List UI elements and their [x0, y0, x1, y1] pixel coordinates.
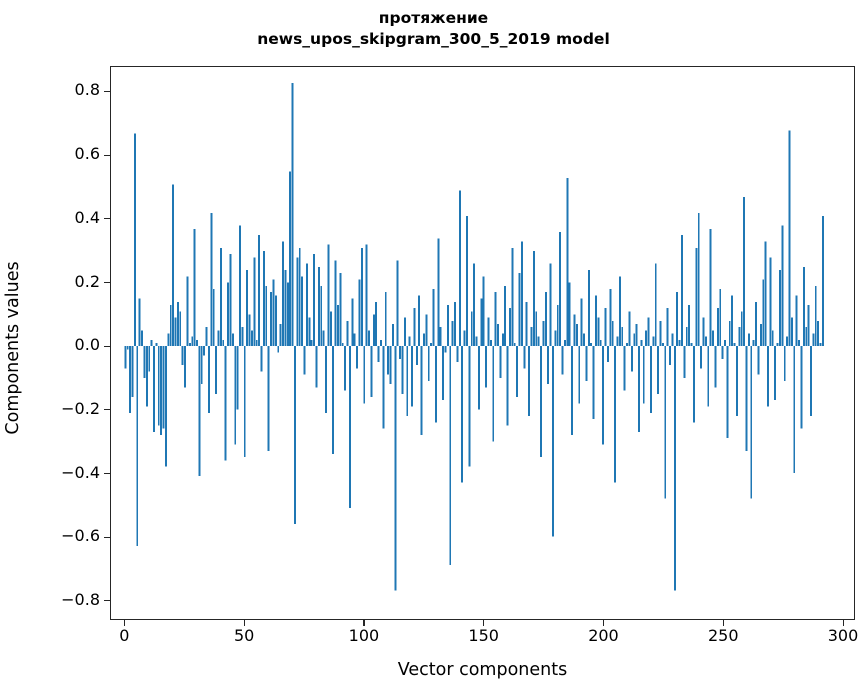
- x-tick-label: 200: [588, 626, 619, 645]
- bar-series: [124, 82, 824, 591]
- y-tick-label: −0.8: [61, 589, 100, 609]
- y-tick-mark: [104, 600, 110, 602]
- chart-title-line1: протяжение: [378, 9, 489, 27]
- x-tick-mark: [483, 620, 485, 626]
- y-tick-label: 0.6: [74, 144, 100, 164]
- x-tick-label: 0: [119, 626, 130, 645]
- bar-path: [124, 82, 824, 591]
- x-tick-mark: [722, 620, 724, 626]
- y-tick-label: 0.0: [74, 335, 100, 355]
- x-tick-label: 100: [348, 626, 380, 645]
- x-tick-mark: [363, 620, 365, 626]
- x-tick-mark: [243, 620, 245, 626]
- y-tick-mark: [104, 218, 110, 220]
- chart-title-line2: news_upos_skipgram_300_5_2019 model: [257, 30, 610, 48]
- y-tick-label: −0.2: [61, 398, 100, 418]
- chart-title: протяжение news_upos_skipgram_300_5_2019…: [0, 8, 867, 50]
- x-tick-mark: [123, 620, 125, 626]
- y-tick-mark: [104, 409, 110, 411]
- y-tick-label: 0.2: [74, 271, 100, 291]
- y-tick-label: −0.4: [61, 462, 100, 482]
- y-tick-label: 0.4: [74, 207, 100, 227]
- x-axis-label: Vector components: [397, 660, 568, 680]
- x-tick-label: 150: [468, 626, 499, 645]
- y-tick-mark: [104, 345, 110, 347]
- y-tick-mark: [104, 90, 110, 93]
- y-tick-mark: [104, 536, 110, 538]
- x-tick-label: 300: [827, 626, 859, 645]
- y-tick-label: 0.8: [74, 80, 100, 100]
- y-tick-mark: [104, 154, 110, 156]
- x-tick-label: 50: [233, 626, 255, 645]
- x-tick-mark: [602, 620, 605, 626]
- y-tick-mark: [104, 473, 110, 475]
- x-tick-label: 250: [707, 626, 739, 645]
- y-tick-label: −0.6: [61, 526, 100, 546]
- plot-area: [110, 66, 855, 620]
- y-tick-mark: [104, 282, 110, 284]
- x-tick-mark: [842, 620, 844, 626]
